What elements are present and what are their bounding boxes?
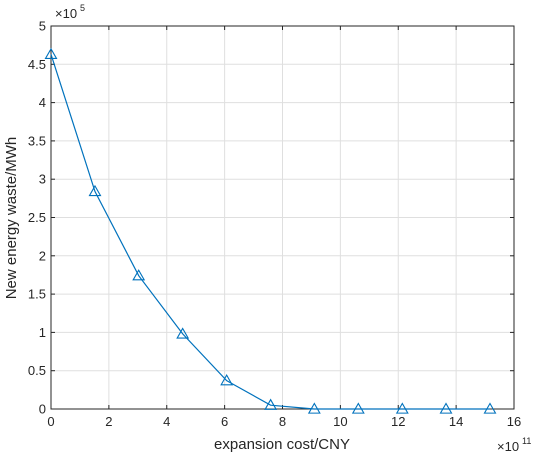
x-axis-label: expansion cost/CNY xyxy=(214,436,350,453)
y-tick-label: 1.5 xyxy=(28,287,46,302)
data-point-marker xyxy=(483,402,497,414)
data-point-marker xyxy=(176,327,190,339)
data-point-marker xyxy=(88,184,102,197)
x-multiplier-base: ×10 xyxy=(497,439,519,454)
x-tick-label: 8 xyxy=(279,414,286,429)
y-tick-label: 3.5 xyxy=(28,133,46,148)
x-tick-label: 0 xyxy=(47,414,54,429)
y-tick-labels: 0 0.5 1 1.5 2 2.5 3 3.5 4 4.5 5 xyxy=(28,19,46,417)
y-tick-label: 1 xyxy=(39,325,46,340)
data-point-marker xyxy=(439,402,453,414)
series-line xyxy=(50,54,490,410)
x-tick-label: 6 xyxy=(221,414,228,429)
data-point-marker xyxy=(220,374,234,386)
data-point-marker xyxy=(264,398,278,410)
x-tick-label: 12 xyxy=(391,414,405,429)
y-multiplier-exponent: 5 xyxy=(80,3,85,13)
y-tick-label: 2 xyxy=(39,248,46,263)
data-point-marker xyxy=(44,47,58,60)
data-point-marker xyxy=(351,402,365,414)
data-point-marker xyxy=(132,269,146,281)
series-markers xyxy=(44,47,497,414)
y-axis-label: New energy waste/MWh xyxy=(3,137,20,300)
y-tick-label: 4 xyxy=(39,95,46,110)
y-tick-label: 5 xyxy=(39,19,46,34)
x-tick-label: 2 xyxy=(105,414,112,429)
x-tick-labels: 0 2 4 6 8 10 12 14 16 xyxy=(47,414,521,429)
data-point-marker xyxy=(307,402,321,414)
data-point-marker xyxy=(395,402,409,414)
y-tick-label: 0 xyxy=(39,402,46,417)
x-tick-label: 14 xyxy=(449,414,463,429)
x-tick-label: 4 xyxy=(163,414,170,429)
y-tick-label: 3 xyxy=(39,172,46,187)
y-tick-label: 2.5 xyxy=(28,210,46,225)
axis-ticks xyxy=(50,25,515,410)
y-tick-label: 4.5 xyxy=(28,57,46,72)
y-multiplier-base: ×10 xyxy=(55,6,77,21)
x-tick-label: 16 xyxy=(507,414,521,429)
y-tick-label: 0.5 xyxy=(28,363,46,378)
x-tick-label: 10 xyxy=(333,414,347,429)
x-multiplier-exponent: 11 xyxy=(522,436,531,446)
